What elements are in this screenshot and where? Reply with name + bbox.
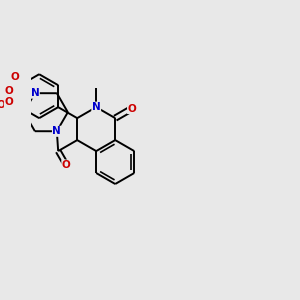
Text: O: O — [4, 97, 13, 107]
Text: O: O — [4, 86, 13, 96]
Text: O: O — [128, 103, 136, 113]
Text: N: N — [52, 126, 61, 136]
Text: O: O — [11, 72, 20, 82]
Text: O: O — [0, 100, 5, 110]
Text: O: O — [62, 160, 70, 170]
Text: N: N — [92, 102, 100, 112]
Text: N: N — [31, 88, 39, 98]
